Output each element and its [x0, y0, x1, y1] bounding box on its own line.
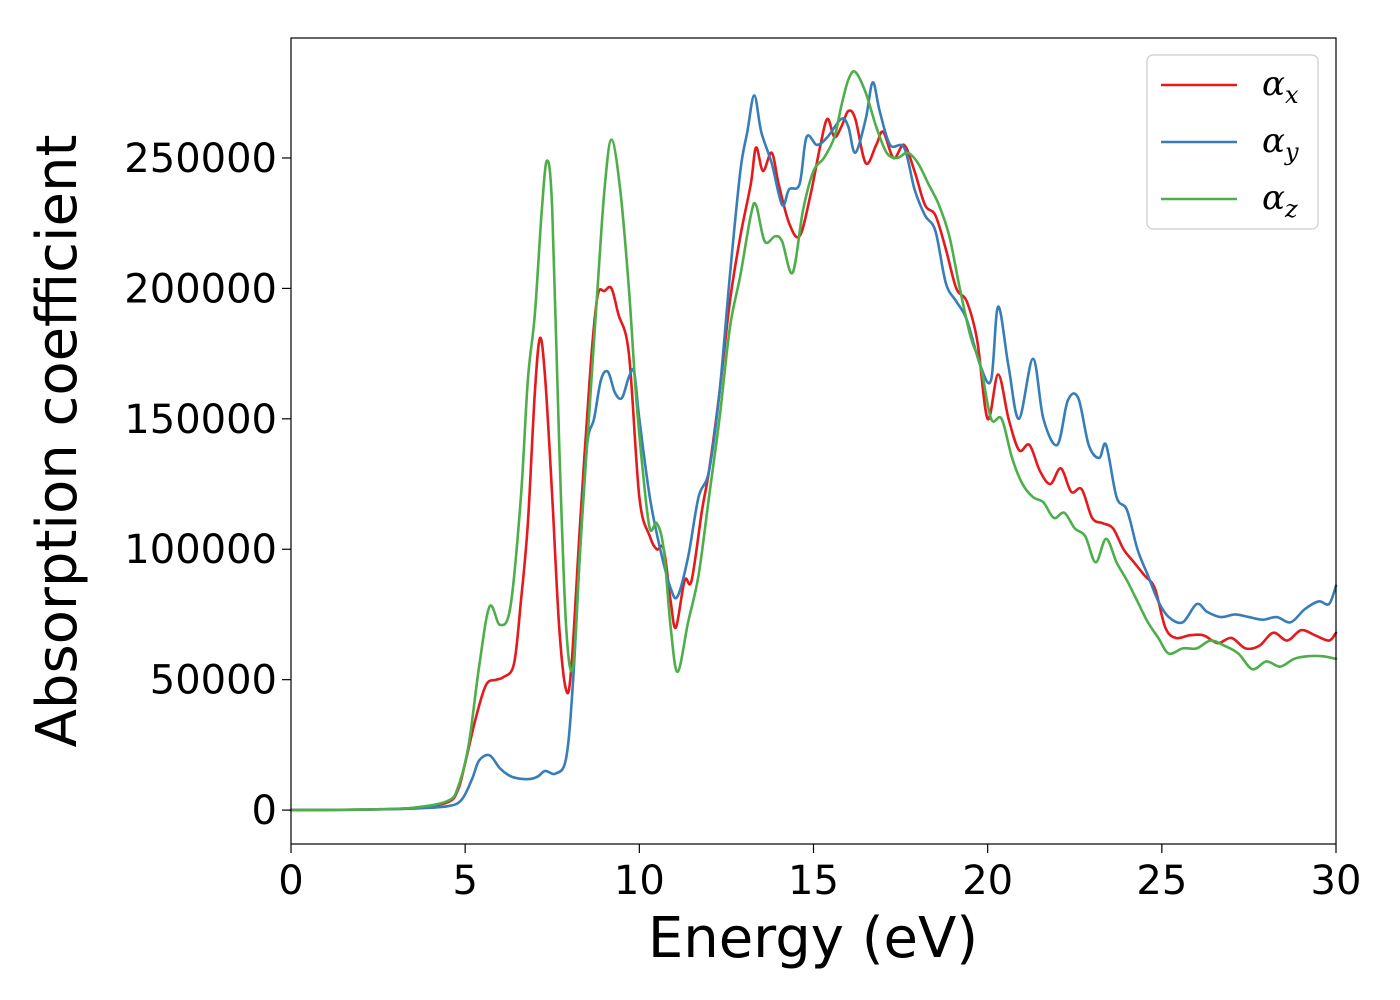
series-line-x — [289, 109, 1338, 812]
y-tick-label: 250000 — [124, 136, 277, 182]
legend-label-y: αy — [1262, 121, 1299, 166]
x-tick-label: 25 — [1136, 858, 1187, 904]
y-tick-label: 150000 — [124, 397, 277, 443]
series-lines — [289, 70, 1338, 812]
x-axis-ticks: 0 5 10 15 20 25 30 — [278, 844, 1361, 904]
series-line-y — [289, 81, 1338, 812]
x-tick-label: 15 — [788, 858, 839, 904]
legend-label-z: αz — [1262, 178, 1298, 223]
y-axis-label: Absorption coefficient — [25, 135, 90, 748]
y-tick-label: 100000 — [124, 527, 277, 573]
x-tick-label: 10 — [614, 858, 665, 904]
x-tick-label: 20 — [962, 858, 1013, 904]
legend: αx αy αz — [1146, 54, 1319, 230]
x-tick-label: 30 — [1311, 858, 1362, 904]
y-tick-label: 200000 — [124, 266, 277, 312]
x-axis-label: Energy (eV) — [648, 906, 978, 971]
legend-label-x: αx — [1262, 64, 1299, 109]
y-axis-ticks: 0 50000 100000 150000 200000 250000 — [124, 136, 291, 834]
series-line-z — [289, 70, 1338, 812]
x-tick-label: 5 — [452, 858, 477, 904]
y-tick-label: 50000 — [150, 658, 277, 704]
y-tick-label: 0 — [252, 788, 277, 834]
x-tick-label: 0 — [278, 858, 303, 904]
